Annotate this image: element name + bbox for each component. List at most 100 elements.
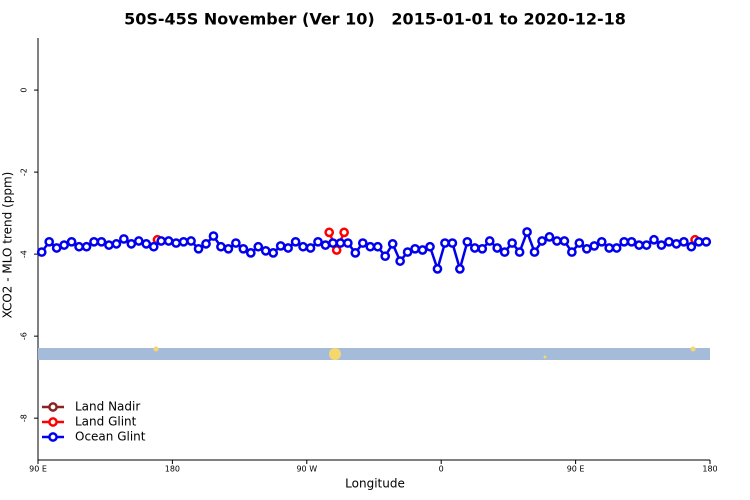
legend-label: Land Glint (75, 415, 137, 429)
point (402, 247, 413, 257)
x-tick-label: 180 (702, 465, 717, 474)
point (522, 227, 532, 237)
point (395, 256, 405, 266)
point (559, 236, 570, 246)
coverage-dot (153, 346, 159, 352)
point (679, 236, 689, 247)
point (201, 239, 211, 249)
point (656, 240, 667, 250)
point (119, 234, 129, 244)
point (514, 247, 525, 257)
point (275, 241, 286, 251)
point (365, 241, 376, 252)
point (253, 241, 264, 252)
point (581, 243, 592, 254)
point (649, 234, 659, 245)
point (447, 238, 458, 248)
point (507, 238, 517, 248)
point (59, 240, 69, 250)
y-tick-label: -6 (20, 332, 29, 340)
point (283, 243, 293, 253)
point (380, 251, 391, 262)
point (626, 236, 637, 247)
point (693, 236, 704, 247)
point (245, 248, 256, 258)
point (36, 247, 47, 257)
point (148, 241, 159, 252)
point (313, 236, 323, 247)
x-tick-label: 90 W (296, 465, 317, 474)
point (357, 238, 368, 248)
legend-marker (48, 417, 58, 427)
point (469, 243, 480, 253)
point (596, 236, 607, 247)
point (268, 248, 279, 258)
point (305, 243, 316, 253)
point (619, 236, 629, 247)
point (126, 239, 137, 249)
point (641, 240, 652, 250)
point (260, 245, 271, 256)
point (455, 264, 465, 274)
point (96, 236, 107, 247)
legend-label: Land Nadir (75, 400, 140, 414)
point (671, 239, 682, 249)
point (66, 236, 77, 247)
point (328, 238, 338, 248)
x-tick-label: 180 (165, 465, 180, 474)
y-tick-label: -4 (20, 250, 29, 258)
point (432, 264, 443, 274)
point (324, 227, 335, 238)
point (186, 236, 196, 246)
point (529, 247, 540, 257)
point (331, 245, 342, 255)
point (574, 238, 585, 248)
point (339, 227, 349, 238)
point (171, 238, 181, 248)
point (484, 236, 495, 246)
point (81, 241, 92, 252)
point (335, 238, 346, 248)
point (44, 236, 55, 247)
x-axis-label: Longitude (345, 477, 405, 491)
y-tick-label: 0 (19, 88, 28, 93)
point (350, 248, 361, 258)
coverage-dot (543, 355, 547, 359)
point (425, 241, 435, 252)
point (387, 239, 398, 249)
y-tick-label: -2 (20, 168, 29, 176)
x-tick-label: 0 (439, 465, 444, 474)
point (111, 239, 122, 249)
point (104, 240, 114, 250)
point (163, 236, 174, 246)
point (462, 236, 473, 247)
point (231, 238, 241, 248)
point (216, 241, 226, 252)
point (51, 243, 62, 253)
point (178, 236, 189, 247)
y-axis-label: XCO2 - MLO trend (ppm) (1, 172, 15, 319)
point (74, 241, 84, 252)
point (611, 243, 622, 253)
point (567, 247, 577, 257)
point (686, 241, 697, 252)
point (156, 236, 167, 246)
point (604, 243, 615, 253)
point (492, 243, 503, 253)
x-tick-label: 90 E (29, 465, 47, 474)
point (141, 239, 152, 249)
point (664, 236, 674, 247)
coverage-dots (153, 346, 696, 360)
point (701, 236, 712, 247)
legend-marker (48, 432, 58, 442)
point (499, 247, 510, 257)
point (544, 232, 555, 242)
point (410, 243, 420, 254)
point (193, 243, 204, 254)
coverage-dot (329, 348, 341, 360)
legend-marker (48, 402, 58, 412)
point (298, 241, 308, 252)
point (320, 240, 331, 250)
point (238, 243, 249, 254)
